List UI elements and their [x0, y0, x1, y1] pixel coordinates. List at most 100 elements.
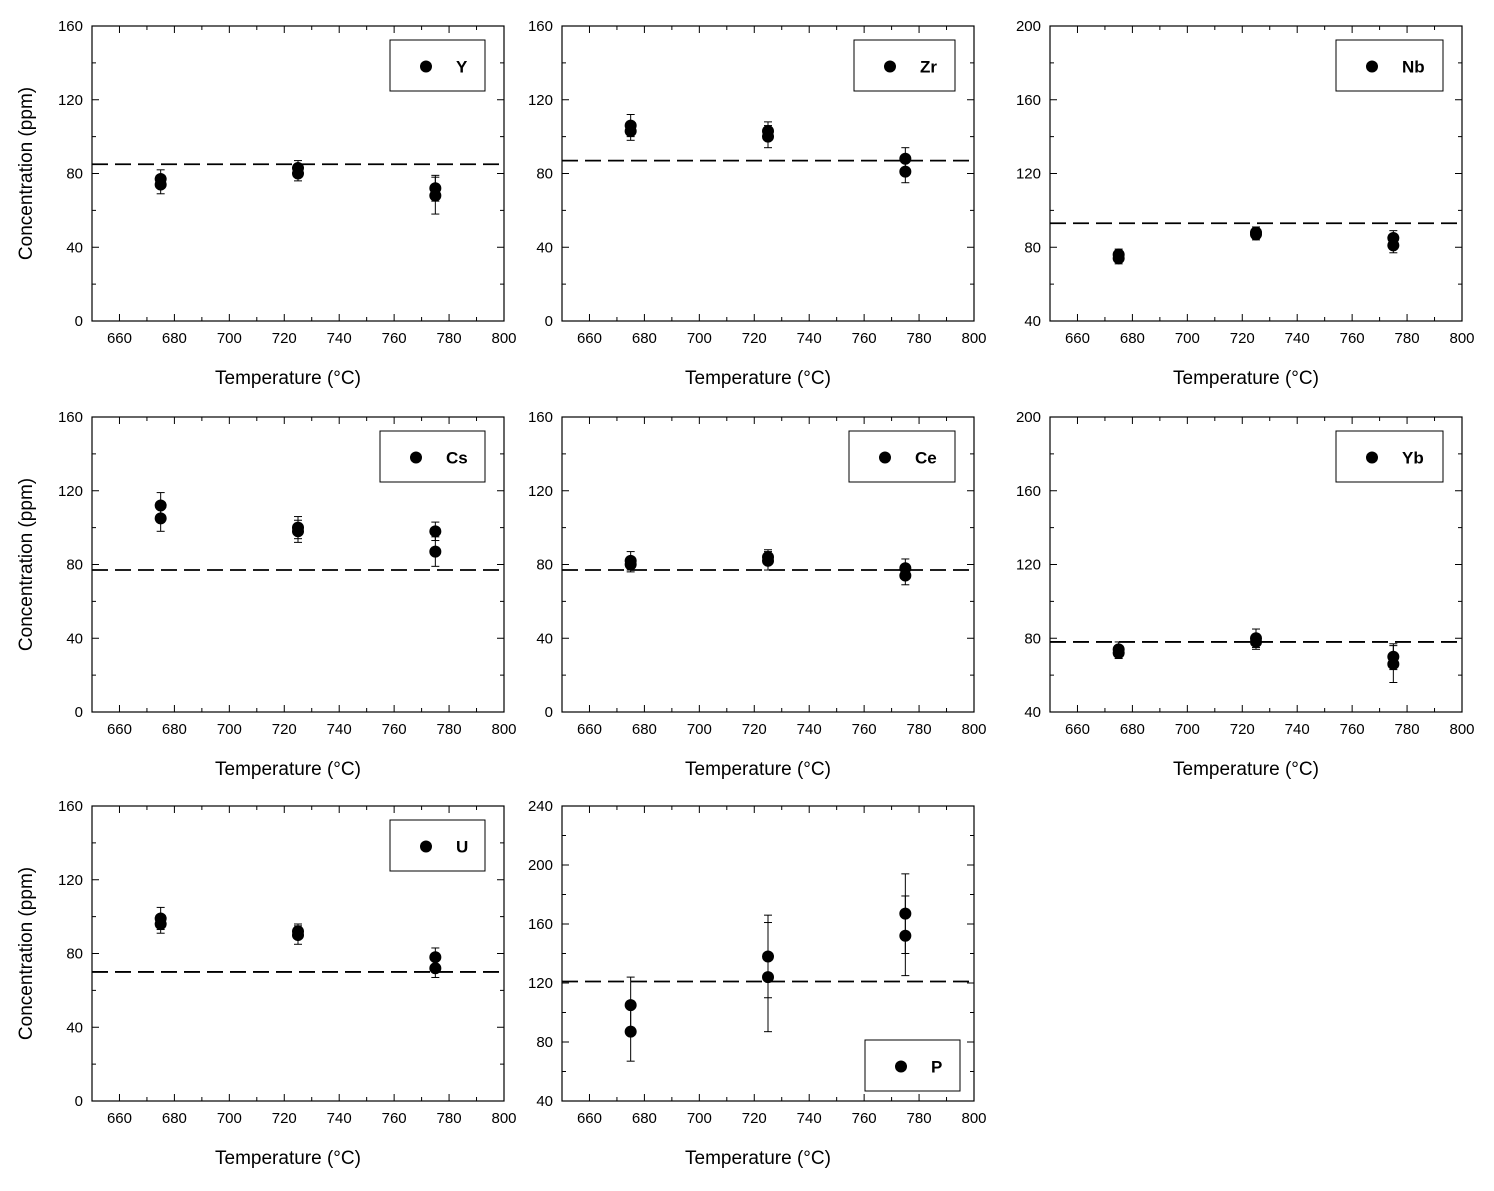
y-tick-label: 80	[1024, 239, 1041, 256]
data-point	[154, 918, 167, 930]
legend-label: Cs	[446, 449, 468, 468]
x-tick-label: 720	[1230, 330, 1255, 347]
chart-ce: 660 680 700 720 740 760 780 800 0 40 80 120 160 Tempe…	[528, 409, 987, 780]
x-tick-label: 800	[961, 721, 986, 738]
x-axis-title: Temperature (°C)	[685, 759, 831, 780]
x-axis-title: Temperature (°C)	[685, 368, 831, 389]
legend-marker	[410, 451, 422, 464]
x-tick-label: 780	[437, 1110, 462, 1127]
data-point	[292, 525, 304, 538]
y-tick-label: 240	[528, 798, 553, 815]
x-tick-label: 740	[327, 721, 352, 738]
legend-marker	[879, 451, 891, 464]
y-tick-label: 120	[528, 975, 553, 992]
x-tick-label: 800	[1449, 721, 1474, 738]
data-point	[154, 178, 167, 191]
x-tick-label: 700	[217, 721, 242, 738]
data-point	[899, 569, 912, 582]
x-tick-label: 740	[327, 330, 352, 347]
x-tick-label: 760	[382, 1110, 407, 1127]
y-tick-label: 120	[528, 92, 553, 109]
y-tick-label: 160	[528, 916, 553, 933]
legend-marker	[420, 60, 432, 73]
x-tick-label: 780	[907, 1110, 932, 1127]
data-point	[1250, 635, 1262, 648]
legend: U	[389, 819, 486, 872]
y-tick-label: 80	[66, 557, 83, 574]
x-tick-label: 800	[491, 330, 516, 347]
legend-label: U	[456, 838, 468, 857]
x-tick-label: 760	[1340, 721, 1365, 738]
x-tick-label: 660	[1065, 330, 1090, 347]
data-point	[899, 929, 912, 942]
y-tick-label: 40	[1024, 704, 1041, 721]
y-tick-label: 160	[528, 409, 553, 426]
chart-cs: 660 680 700 720 740 760 780 800 0 40 80 120 160 Tempe…	[16, 409, 517, 780]
y-tick-label: 40	[536, 1093, 553, 1110]
data-point	[899, 152, 912, 165]
legend-marker	[1366, 451, 1378, 464]
x-tick-label: 740	[1285, 330, 1310, 347]
x-tick-label: 760	[382, 721, 407, 738]
legend-box	[1335, 39, 1444, 92]
data-point	[1387, 239, 1400, 252]
y-tick-label: 0	[75, 1093, 83, 1110]
x-tick-label: 780	[907, 330, 932, 347]
y-tick-label: 160	[1016, 92, 1041, 109]
data-point	[624, 558, 637, 571]
data-point	[762, 554, 774, 567]
x-tick-label: 760	[852, 330, 877, 347]
y-tick-label: 120	[528, 483, 553, 500]
y-axis-title: Concentration (ppm)	[16, 867, 37, 1040]
x-tick-label: 720	[742, 721, 767, 738]
x-tick-label: 680	[632, 330, 657, 347]
data-point	[762, 971, 774, 984]
x-tick-label: 780	[1395, 330, 1420, 347]
x-tick-label: 720	[272, 721, 297, 738]
legend: Cs	[379, 430, 486, 483]
legend: Ce	[848, 430, 956, 483]
data-point	[1387, 658, 1400, 671]
data-point	[429, 189, 442, 202]
y-tick-label: 120	[58, 483, 83, 500]
x-tick-label: 800	[961, 330, 986, 347]
x-tick-label: 680	[162, 330, 187, 347]
legend: P	[864, 1039, 961, 1092]
legend-box	[864, 1039, 961, 1092]
x-tick-label: 660	[577, 330, 602, 347]
data-point	[762, 130, 774, 143]
x-tick-label: 740	[327, 1110, 352, 1127]
legend-box	[848, 430, 956, 483]
legend: Nb	[1335, 39, 1444, 92]
data-point	[429, 962, 442, 975]
legend-label: Ce	[915, 449, 937, 468]
y-tick-label: 0	[75, 313, 83, 330]
x-tick-label: 720	[742, 330, 767, 347]
y-tick-label: 0	[545, 313, 553, 330]
legend-label: Yb	[1402, 449, 1424, 468]
chart-u: 660 680 700 720 740 760 780 800 0 40 80 120 160 Tempe…	[16, 798, 517, 1169]
x-tick-label: 660	[107, 721, 132, 738]
data-point	[292, 167, 304, 180]
y-tick-label: 120	[58, 92, 83, 109]
y-tick-label: 160	[1016, 483, 1041, 500]
y-tick-label: 160	[58, 409, 83, 426]
x-tick-label: 800	[961, 1110, 986, 1127]
x-tick-label: 660	[577, 721, 602, 738]
x-tick-label: 680	[1120, 330, 1145, 347]
legend-box	[379, 430, 486, 483]
x-tick-label: 680	[632, 721, 657, 738]
chart-nb: 660 680 700 720 740 760 780 800 40 80 120 160 200 Tem…	[1016, 18, 1475, 389]
legend-box	[1335, 430, 1444, 483]
y-tick-label: 0	[75, 704, 83, 721]
chart-yb: 660 680 700 720 740 760 780 800 40 80 120 160 200 Tem…	[1016, 409, 1475, 780]
y-tick-label: 40	[66, 630, 83, 647]
y-axis-title: Concentration (ppm)	[16, 87, 37, 260]
legend-box	[389, 819, 486, 872]
data-point	[1112, 252, 1125, 265]
legend-marker	[895, 1060, 907, 1073]
x-tick-label: 740	[1285, 721, 1310, 738]
y-tick-label: 200	[1016, 409, 1041, 426]
legend-box	[389, 39, 486, 92]
x-tick-label: 720	[742, 1110, 767, 1127]
